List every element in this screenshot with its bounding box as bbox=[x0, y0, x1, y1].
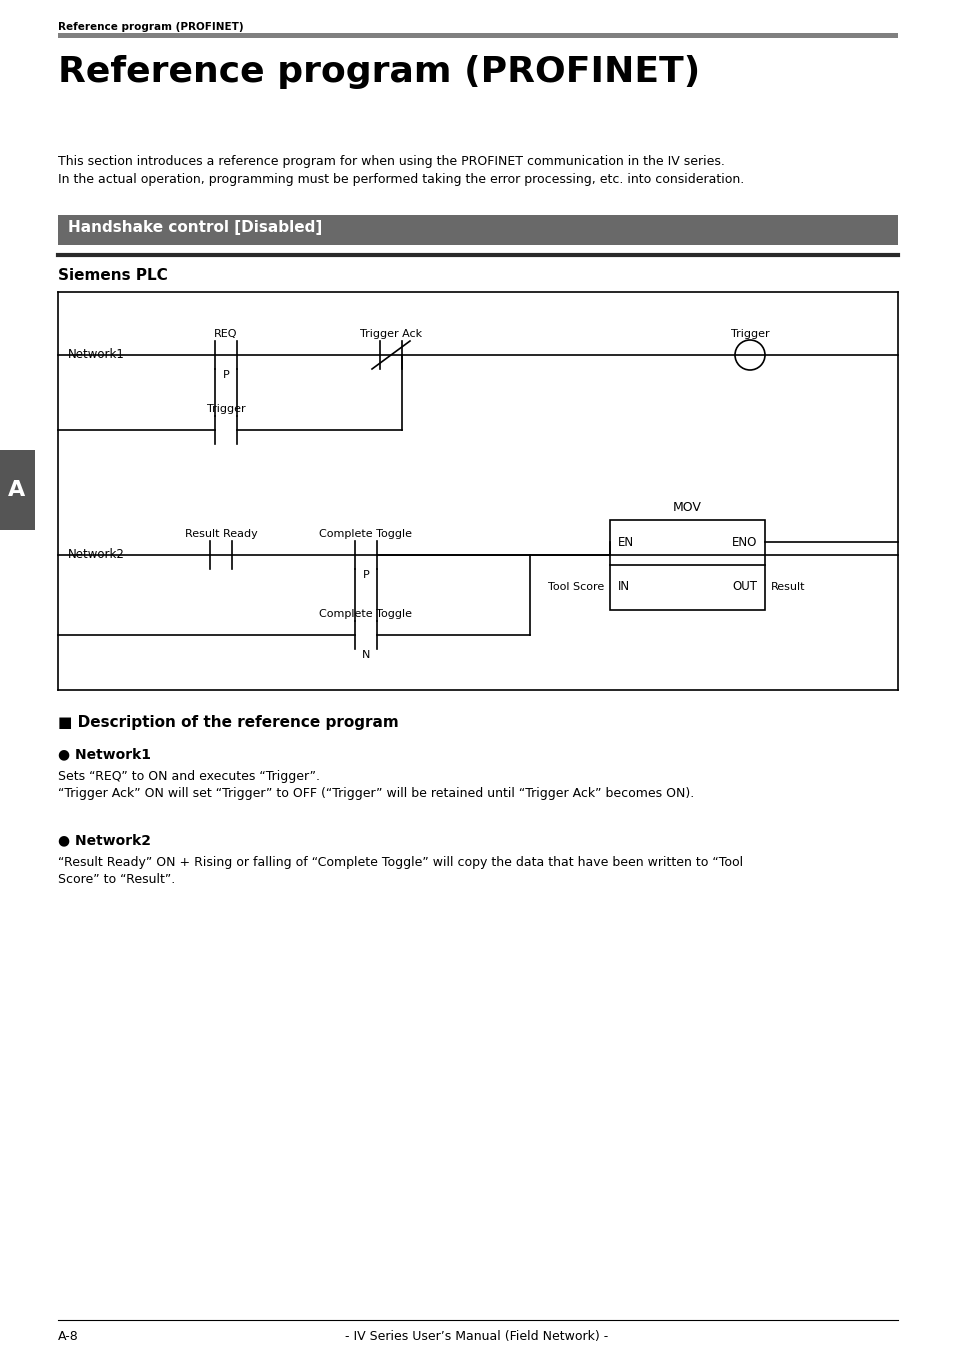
Text: Siemens PLC: Siemens PLC bbox=[58, 268, 168, 283]
Text: Complete Toggle: Complete Toggle bbox=[319, 528, 412, 539]
Text: Reference program (PROFINET): Reference program (PROFINET) bbox=[58, 55, 700, 89]
Bar bbox=[0, 450, 35, 530]
Text: P: P bbox=[222, 369, 229, 380]
Text: MOV: MOV bbox=[672, 501, 700, 514]
Text: Tool Score: Tool Score bbox=[547, 582, 603, 592]
Text: Trigger Ack: Trigger Ack bbox=[359, 329, 421, 338]
Text: In the actual operation, programming must be performed taking the error processi: In the actual operation, programming mus… bbox=[58, 173, 743, 186]
Text: “Result Ready” ON + Rising or falling of “Complete Toggle” will copy the data th: “Result Ready” ON + Rising or falling of… bbox=[58, 856, 742, 869]
Text: Trigger: Trigger bbox=[207, 404, 245, 414]
Text: Network2: Network2 bbox=[68, 549, 125, 562]
Text: Reference program (PROFINET): Reference program (PROFINET) bbox=[58, 22, 243, 32]
Text: A: A bbox=[9, 480, 26, 500]
Text: Handshake control [Disabled]: Handshake control [Disabled] bbox=[68, 220, 322, 235]
Bar bbox=[58, 214, 897, 245]
Text: ■ Description of the reference program: ■ Description of the reference program bbox=[58, 714, 398, 731]
Text: EN: EN bbox=[618, 535, 634, 549]
Text: REQ: REQ bbox=[214, 329, 237, 338]
Text: P: P bbox=[362, 570, 369, 580]
Text: Sets “REQ” to ON and executes “Trigger”.: Sets “REQ” to ON and executes “Trigger”. bbox=[58, 770, 319, 783]
Text: A-8: A-8 bbox=[58, 1330, 79, 1343]
Text: ● Network2: ● Network2 bbox=[58, 833, 151, 847]
Text: Result Ready: Result Ready bbox=[185, 528, 257, 539]
Bar bbox=[58, 32, 897, 38]
Text: ENO: ENO bbox=[731, 535, 757, 549]
Text: Network1: Network1 bbox=[68, 349, 125, 361]
Text: IN: IN bbox=[618, 581, 630, 593]
Text: OUT: OUT bbox=[731, 581, 757, 593]
Text: ● Network1: ● Network1 bbox=[58, 747, 151, 762]
Text: This section introduces a reference program for when using the PROFINET communic: This section introduces a reference prog… bbox=[58, 155, 724, 168]
Text: N: N bbox=[361, 650, 370, 661]
Text: “Trigger Ack” ON will set “Trigger” to OFF (“Trigger” will be retained until “Tr: “Trigger Ack” ON will set “Trigger” to O… bbox=[58, 787, 694, 799]
Text: Result: Result bbox=[770, 582, 804, 592]
Text: Trigger: Trigger bbox=[730, 329, 768, 338]
Text: Score” to “Result”.: Score” to “Result”. bbox=[58, 874, 175, 886]
Bar bbox=[609, 520, 764, 611]
Text: - IV Series User’s Manual (Field Network) -: - IV Series User’s Manual (Field Network… bbox=[345, 1330, 608, 1343]
Text: Complete Toggle: Complete Toggle bbox=[319, 609, 412, 619]
